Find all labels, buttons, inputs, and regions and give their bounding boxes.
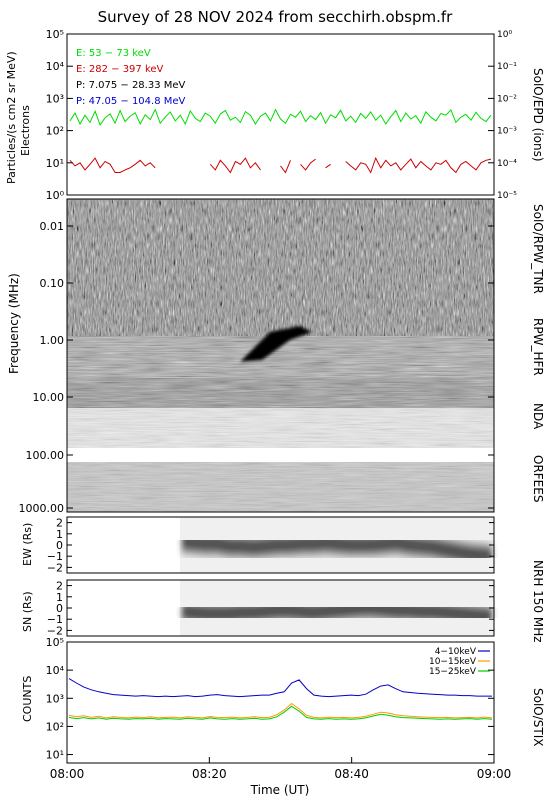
gap-band (67, 448, 494, 462)
spec-ytick-label: 100.00 (26, 449, 65, 462)
spec-ytick-label: 0.10 (40, 277, 65, 290)
stix-series (68, 678, 493, 720)
nrh-ytick-label: −2 (47, 624, 63, 637)
epd-axis: 10⁰ 10¹ 10² 10³ 10⁴ 10⁵ 10⁻⁵ 10⁻⁴ 10⁻³ 10⁻² 10⁻¹ 10… (46, 28, 518, 202)
stix-legend-2: 10−15keV (429, 657, 477, 667)
page-title: Survey of 28 NOV 2024 from secchirh.obsp… (97, 8, 453, 26)
nrh-ytick-label: 2 (56, 580, 63, 593)
radio-burst (240, 326, 312, 362)
legend-entry-e1: E: 53 − 73 keV (76, 48, 151, 59)
x-tick-label: 08:40 (334, 767, 369, 781)
spectrogram-frame (66, 198, 495, 513)
nrh-ytick-label: 0 (56, 539, 63, 552)
stix-ytick-label: 10¹ (46, 749, 64, 762)
nrh-ytick-label: 0 (56, 602, 63, 615)
nrh-sn-ylabel: SN (Rs) (21, 591, 34, 632)
nrh-sn-axis: 210−1−2 (47, 580, 494, 637)
stix-series-line-0 (68, 678, 492, 698)
epd-series-line-1 (69, 156, 492, 174)
nrh-sn-panel: 210−1−2 SN (Rs) (21, 579, 495, 637)
nrh-ew-ylabel: EW (Rs) (21, 523, 34, 566)
stix-series-line-1 (68, 702, 493, 719)
stix-legend-3: 15−25keV (429, 667, 477, 677)
nrh-ytick-label: −1 (47, 550, 63, 563)
epd-ytick-label: 10⁵ (46, 28, 64, 41)
spec-axis: 0.01 0.10 1.00 10.00 100.00 1000.00 (19, 220, 494, 515)
epd-frame (66, 33, 495, 196)
spec-ytick-label: 10.00 (33, 391, 65, 404)
stix-panel: 10¹ 10² 10³ 10⁴ 10⁵ 4−10keV 10−15keV 15−25ke… (21, 636, 511, 797)
epd-series-line-0 (69, 108, 492, 126)
epd-y2tick-label: 10⁻⁵ (497, 191, 517, 201)
nrh-ew-ridge (181, 533, 493, 565)
orfees-noise (67, 462, 494, 512)
spectrogram-panel: 0.01 0.10 1.00 10.00 100.00 1000.00 Frequency… (7, 198, 495, 515)
nrh-sn-ridge (181, 600, 493, 625)
x-tick-label: 08:20 (192, 767, 227, 781)
nrh-ew-axis: 210−1−2 (47, 517, 494, 574)
epd-y2tick-label: 10⁻² (497, 94, 517, 104)
nrh-ew-panel: 210−1−2 EW (Rs) (21, 516, 495, 574)
stix-series-line-2 (68, 705, 493, 720)
x-axis: 08:00 08:20 08:40 09:00 (50, 757, 512, 781)
epd-ytick-label: 10¹ (46, 157, 64, 170)
x-tick-label: 09:00 (477, 767, 512, 781)
nrh-ytick-label: 2 (56, 517, 63, 530)
epd-series (69, 108, 492, 174)
epd-ytick-label: 10⁴ (46, 60, 65, 73)
epd-y2tick-label: 10⁻⁴ (497, 159, 517, 169)
spec-ytick-label: 0.01 (40, 220, 65, 233)
epd-panel: 10⁰ 10¹ 10² 10³ 10⁴ 10⁵ 10⁻⁵ 10⁻⁴ 10⁻³ 10⁻² 10⁻¹ 10… (5, 28, 517, 202)
epd-y2tick-label: 10⁰ (497, 30, 512, 40)
hfr-stripes-noise (67, 378, 494, 408)
x-tick-label: 08:00 (50, 767, 85, 781)
epd-ytick-label: 10³ (46, 92, 64, 105)
epd-ylabel: Particles/(s cm2 sr MeV) (5, 51, 18, 184)
stix-ytick-label: 10⁵ (46, 636, 64, 649)
stix-ylabel: COUNTS (21, 676, 34, 722)
stix-ytick-label: 10² (46, 720, 64, 733)
epd-y2tick-label: 10⁻³ (497, 127, 517, 137)
epd-y2tick-label: 10⁻¹ (497, 62, 517, 72)
x-axis-label: Time (UT) (250, 783, 310, 797)
legend-entry-p2: P: 47.05 − 104.8 MeV (76, 96, 186, 107)
stix-frame (66, 641, 495, 764)
spec-ytick-label: 1000.00 (19, 502, 65, 515)
legend-entry-p1: P: 7.075 − 28.33 MeV (76, 80, 186, 91)
stix-axis: 10¹ 10² 10³ 10⁴ 10⁵ (46, 636, 494, 762)
nrh-ytick-label: −1 (47, 613, 63, 626)
nrh-ytick-label: −2 (47, 561, 63, 574)
stix-legend: 4−10keV 10−15keV 15−25keV (429, 647, 490, 677)
stix-ytick-label: 10³ (46, 692, 64, 705)
legend-entry-e2: E: 282 − 397 keV (76, 64, 164, 75)
epd-ylabel-electrons: Electrons (19, 105, 32, 156)
stix-ytick-label: 10⁴ (46, 664, 65, 677)
spec-ytick-label: 1.00 (40, 334, 65, 347)
epd-ytick-label: 10² (46, 125, 64, 138)
spec-ylabel: Frequency (MHz) (7, 273, 21, 374)
epd-ytick-label: 10⁰ (46, 189, 65, 202)
nda-noise (67, 408, 494, 448)
stix-legend-1: 4−10keV (435, 647, 477, 657)
nrh-ytick-label: 1 (56, 528, 63, 541)
tnr-noise (67, 199, 494, 336)
nrh-ytick-label: 1 (56, 591, 63, 604)
